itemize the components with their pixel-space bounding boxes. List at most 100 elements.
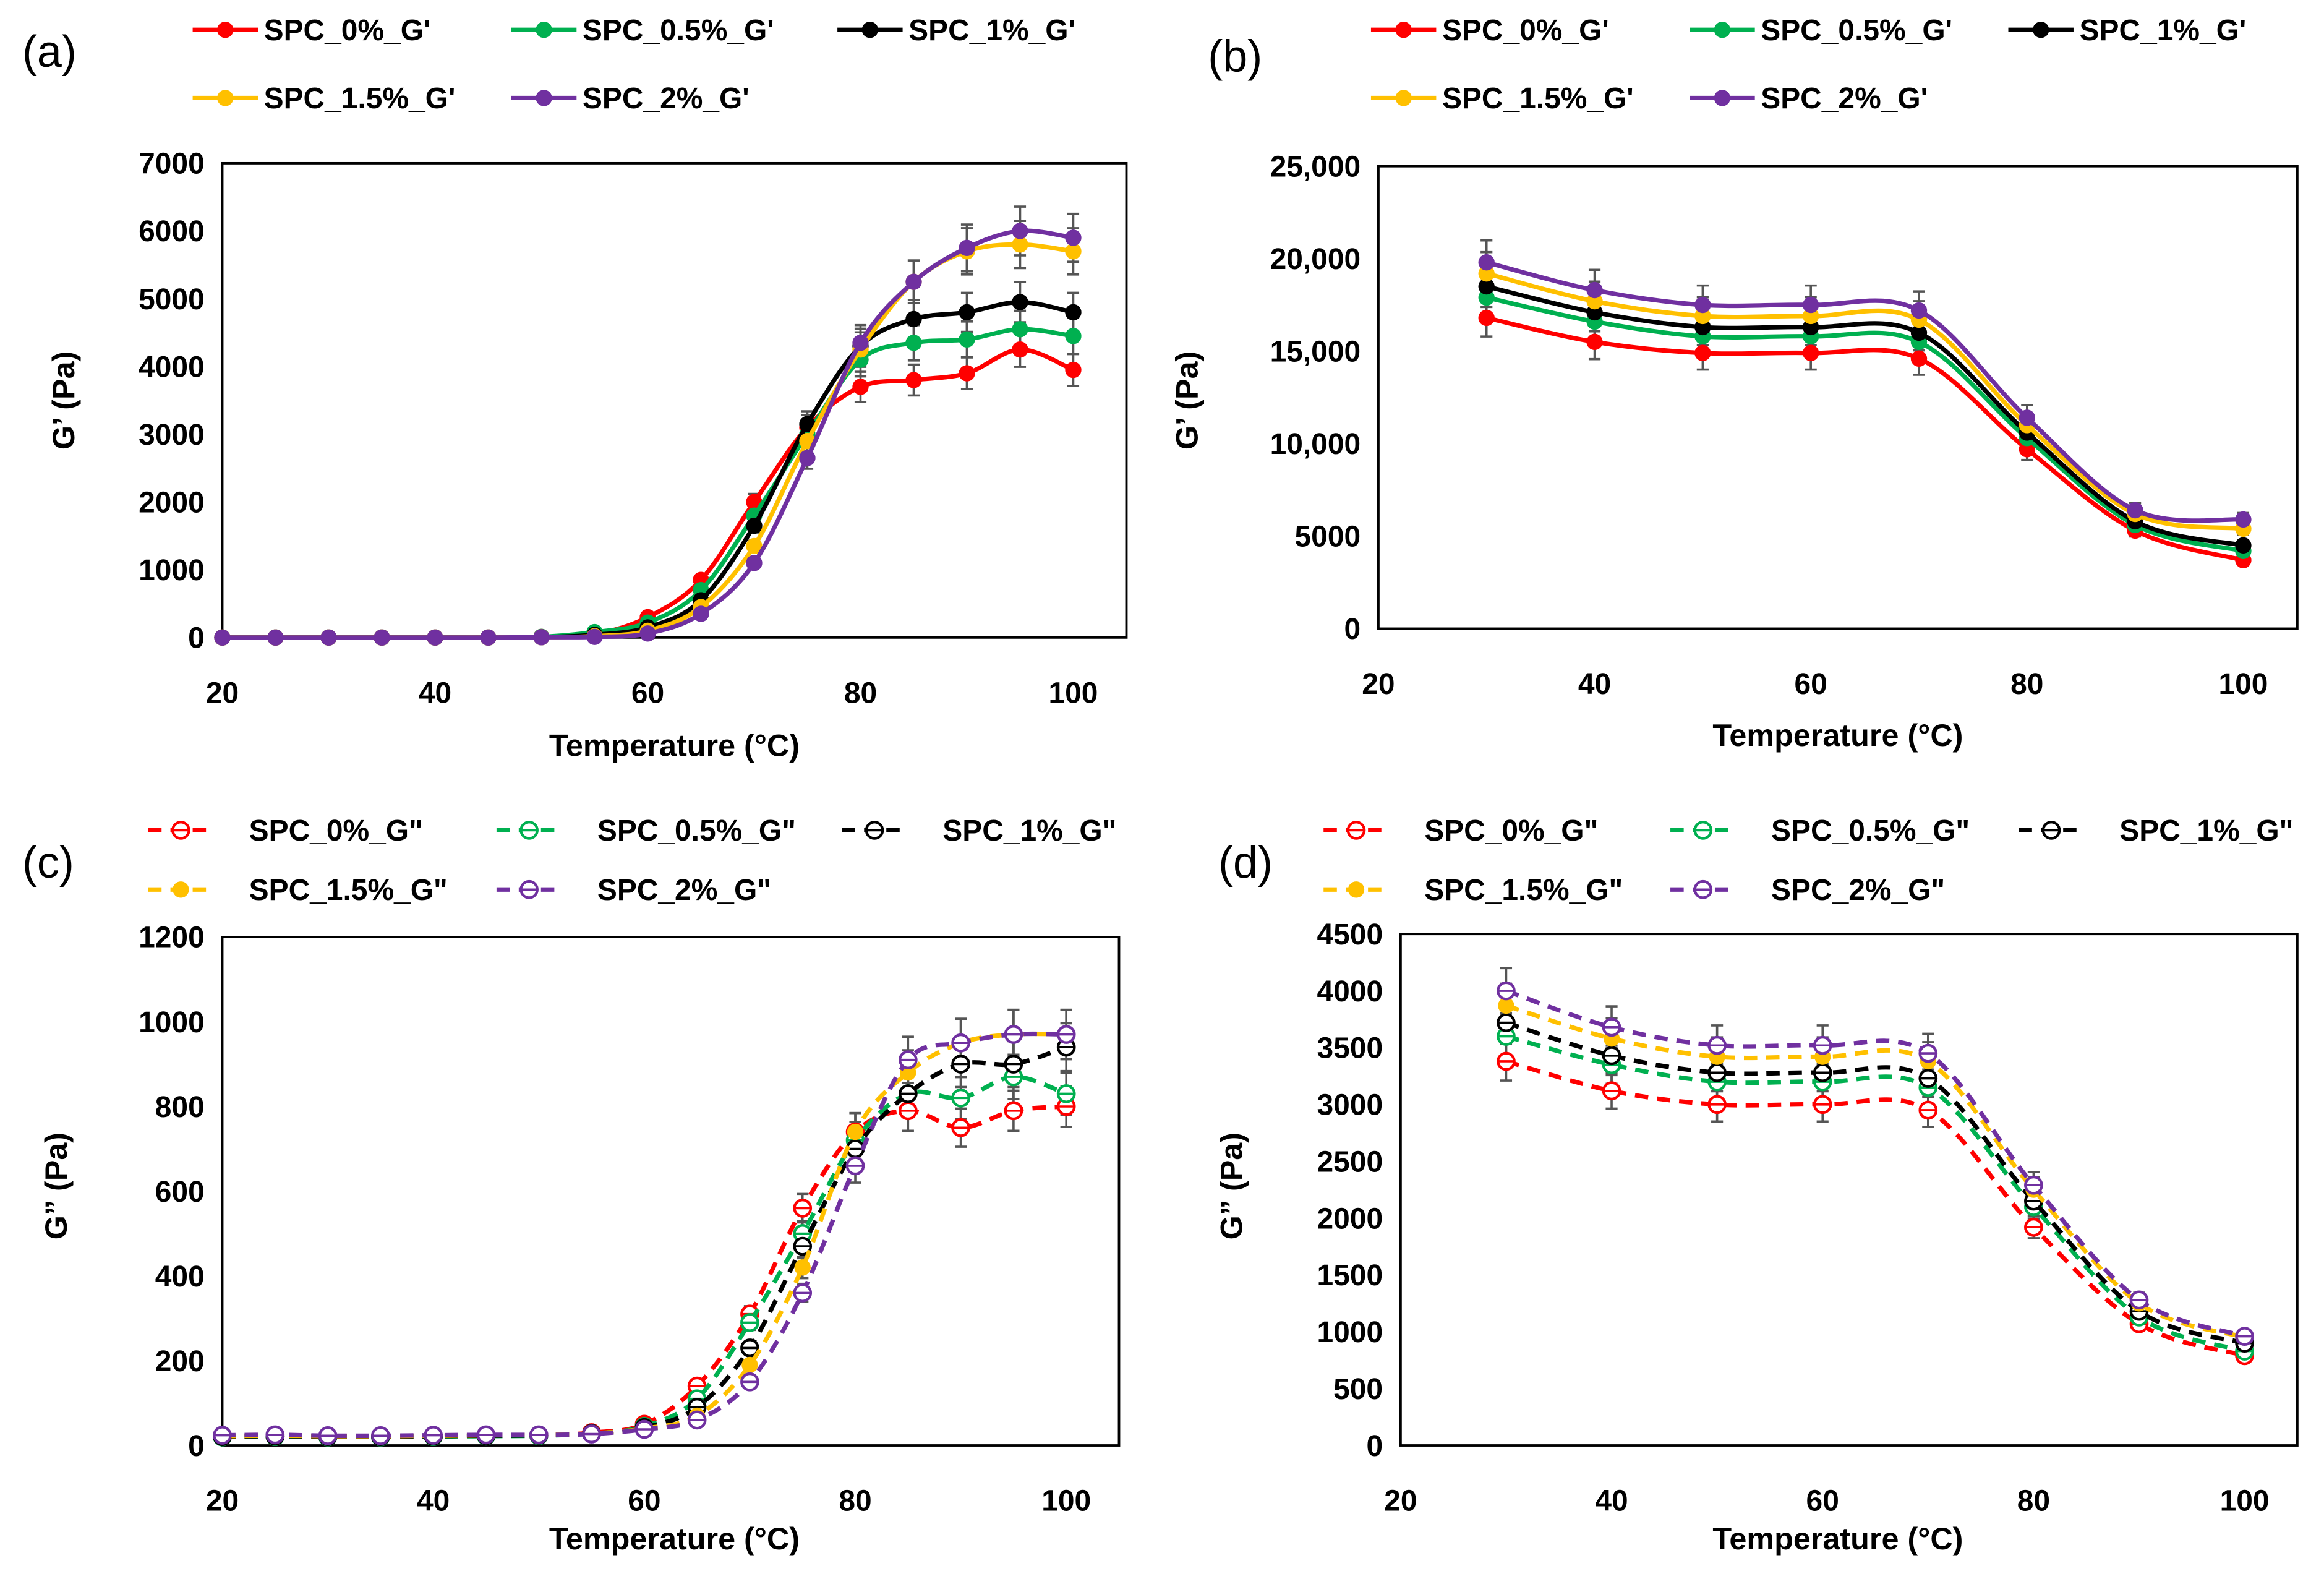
- data-point: [1012, 223, 1028, 239]
- y-axis-title: G’ (Pa): [1169, 351, 1205, 450]
- data-point: [2127, 502, 2143, 519]
- y-tick-label: 2000: [139, 486, 205, 519]
- data-point: [852, 379, 869, 395]
- x-tick-label: 60: [631, 677, 664, 709]
- legend-item: SPC_0.5%_G": [1670, 815, 1970, 847]
- legend-item: SPC_0%_G": [1323, 815, 1598, 847]
- y-tick-label: 600: [155, 1176, 205, 1209]
- legend-item: SPC_0.5%_G': [1690, 14, 1952, 47]
- legend-item: SPC_2%_G': [1690, 82, 1928, 115]
- legend-label: SPC_1%_G': [908, 14, 1075, 47]
- y-tick-label: 15,000: [1270, 336, 1361, 369]
- legend-marker: [1714, 22, 1731, 38]
- chart-panel-d: (d) 0 500 1000 1500 2000 2500 3000 3500 4000 4500 2…: [1213, 815, 2299, 1556]
- y-tick-label: 20,000: [1270, 243, 1361, 276]
- legend-marker: [1714, 90, 1731, 106]
- legend-marker: [217, 22, 234, 38]
- y-tick-label: 200: [155, 1345, 205, 1378]
- y-tick-label: 0: [188, 1430, 205, 1463]
- y-tick-label: 800: [155, 1091, 205, 1124]
- y-tick-label: 0: [1344, 613, 1361, 646]
- chart-panel-a: (a) 0 1000 2000 3000 4000 5000 6000 7000 20 40 60 80…: [22, 14, 1128, 763]
- data-point: [1803, 296, 1819, 314]
- data-point: [905, 372, 922, 388]
- y-tick-label: 1000: [139, 1006, 205, 1039]
- plot-frame: [1377, 165, 2299, 630]
- series-line-SPC_2%: [1485, 260, 2244, 523]
- x-tick-label: 20: [1362, 668, 1395, 701]
- y-tick-label: 1500: [1317, 1259, 1383, 1292]
- y-tick-label: 5000: [139, 283, 205, 316]
- series-line-SPC_2%: [222, 228, 1074, 640]
- legend-item: SPC_0%_G': [1370, 14, 1609, 47]
- series-line-SPC_2%: [1505, 988, 2245, 1339]
- data-point: [1065, 229, 1082, 246]
- legend-label: SPC_1.5%_G': [1442, 82, 1634, 115]
- legend-item: SPC_1.5%_G": [1323, 874, 1623, 907]
- data-point: [1586, 333, 1603, 351]
- legend-label: SPC_1%_G': [2080, 14, 2247, 47]
- legend-label: SPC_0.5%_G': [583, 14, 774, 47]
- data-point: [847, 1123, 864, 1140]
- x-tick-label: 20: [206, 677, 239, 709]
- x-tick-label: 80: [2010, 668, 2043, 701]
- series-line-SPC_1.5%: [222, 242, 1074, 640]
- data-point: [693, 605, 709, 622]
- y-tick-label: 2000: [1317, 1202, 1383, 1235]
- y-tick-label: 1200: [139, 922, 205, 954]
- data-point: [1910, 350, 1928, 367]
- legend-label: SPC_1.5%_G": [249, 874, 448, 907]
- data-point: [214, 629, 231, 646]
- x-axis-title: Temperature (°C): [1712, 1521, 1963, 1556]
- series-line-SPC_0.5%: [1485, 295, 2244, 554]
- data-point: [799, 416, 816, 432]
- legend-label: SPC_0.5%_G": [597, 815, 796, 847]
- data-point: [480, 629, 497, 646]
- legend-marker: [217, 90, 234, 106]
- data-point: [1586, 281, 1603, 299]
- y-tick-label: 3500: [1317, 1032, 1383, 1065]
- y-tick-label: 6000: [139, 215, 205, 248]
- legend-label: SPC_0.5%_G': [1761, 14, 1952, 47]
- data-point: [1910, 324, 1928, 341]
- x-axis-title: Temperature (°C): [549, 1521, 800, 1556]
- legend-item: SPC_1%_G": [2019, 815, 2293, 847]
- legend-item: SPC_0%_G': [192, 14, 431, 47]
- y-tick-label: 3000: [1317, 1089, 1383, 1122]
- x-tick-label: 40: [1595, 1484, 1628, 1517]
- x-tick-label: 100: [2218, 668, 2268, 701]
- x-tick-label: 40: [419, 677, 451, 709]
- data-point: [1065, 243, 1082, 260]
- chart-panel-c: (c) 0 200 400 600 800 1000 1200 20 40 60 80 100 Tempe…: [22, 815, 1121, 1556]
- data-point: [1478, 309, 1495, 327]
- legend-label: SPC_2%_G": [597, 874, 771, 907]
- legend-item: SPC_1%_G': [837, 14, 1075, 47]
- y-tick-label: 500: [1333, 1373, 1383, 1406]
- legend-marker: [1348, 881, 1365, 898]
- data-point: [905, 310, 922, 328]
- y-axis-title: G” (Pa): [1213, 1132, 1249, 1239]
- data-point: [2019, 409, 2035, 426]
- data-point: [320, 629, 337, 646]
- x-tick-label: 80: [2017, 1484, 2050, 1517]
- panel-label: (c): [22, 838, 74, 888]
- legend-label: SPC_2%_G': [583, 82, 750, 115]
- data-point: [741, 1356, 758, 1374]
- data-point: [639, 625, 656, 642]
- data-point: [374, 629, 390, 646]
- legend-marker: [1395, 90, 1412, 106]
- legend-marker: [1395, 22, 1412, 38]
- data-point: [1478, 278, 1495, 295]
- y-tick-label: 2500: [1317, 1145, 1383, 1178]
- legend-item: SPC_1.5%_G': [1370, 82, 1634, 115]
- data-point: [905, 335, 922, 351]
- legend-label: SPC_2%_G": [1771, 874, 1945, 907]
- panel-label: (a): [22, 27, 77, 77]
- legend-marker: [2033, 22, 2049, 38]
- data-point: [959, 365, 975, 382]
- data-point: [533, 629, 550, 646]
- legend-label: SPC_0%_G': [264, 14, 431, 47]
- x-tick-label: 60: [1806, 1484, 1839, 1517]
- data-point: [1065, 361, 1082, 379]
